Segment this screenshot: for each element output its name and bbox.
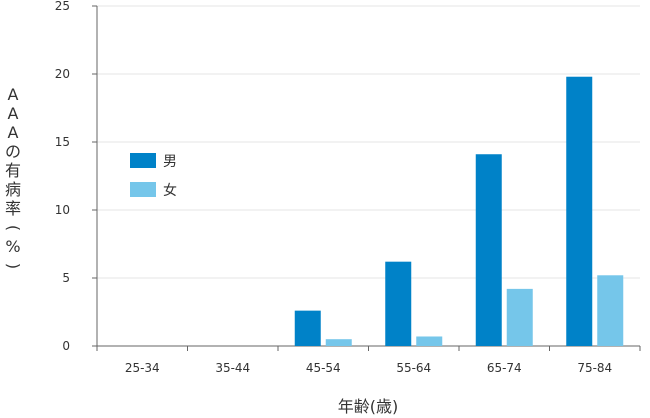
y-axis-title-char: 率 <box>5 199 21 218</box>
legend: 男女 <box>130 153 177 199</box>
y-tick-label: 25 <box>55 0 70 13</box>
bar-male-75-84 <box>566 76 593 346</box>
x-ticks: 25-34 35-44 45-54 55-64 65-74 75-84 <box>96 346 641 375</box>
bar-female-65-74 <box>506 288 533 346</box>
x-tick-label: 65-74 <box>487 361 522 375</box>
y-axis-title-char: ( <box>4 225 23 231</box>
bar-female-75-84 <box>597 275 624 346</box>
y-axis-title-char: の <box>5 142 21 161</box>
y-tick-label: 10 <box>55 203 70 217</box>
x-tick-label: 55-64 <box>396 361 431 375</box>
bars <box>294 76 624 346</box>
y-ticks: 0 5 10 15 20 25 <box>55 0 97 353</box>
y-axis-title-char: 有 <box>5 161 21 180</box>
y-axis-title-char: 病 <box>5 180 21 199</box>
y-axis-title-char: ) <box>4 263 23 269</box>
x-tick-label: 35-44 <box>215 361 250 375</box>
legend-swatch-male <box>130 153 156 168</box>
y-tick-label: 20 <box>55 67 70 81</box>
legend-label-female: 女 <box>163 182 177 199</box>
legend-label-male: 男 <box>163 154 177 170</box>
x-tick-label: 75-84 <box>577 361 612 375</box>
y-tick-label: 15 <box>55 135 70 149</box>
gridlines <box>97 5 640 279</box>
bar-male-45-54 <box>294 310 321 346</box>
bar-female-45-54 <box>325 339 352 346</box>
y-axis-title-char: % <box>5 237 20 256</box>
y-axis-title-char: A <box>8 123 19 142</box>
bar-male-65-74 <box>475 154 502 346</box>
y-tick-label: 5 <box>62 271 70 285</box>
x-tick-label: 45-54 <box>306 361 341 375</box>
legend-swatch-female <box>130 182 156 197</box>
y-axis-title-char: A <box>8 85 19 104</box>
y-axis-title-char: A <box>8 104 19 123</box>
y-tick-label: 0 <box>62 339 70 353</box>
bar-female-55-64 <box>416 336 443 346</box>
bar-male-55-64 <box>385 261 412 346</box>
x-tick-label: 25-34 <box>125 361 160 375</box>
x-axis-title: 年齢(歳) <box>338 397 399 416</box>
axes <box>96 6 640 347</box>
